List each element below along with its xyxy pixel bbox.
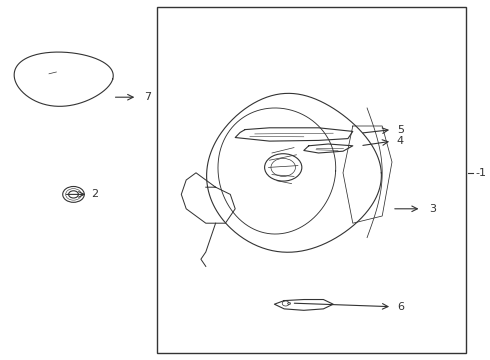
Text: 4: 4 <box>397 136 404 146</box>
Text: 3: 3 <box>429 204 436 214</box>
Text: 7: 7 <box>145 92 152 102</box>
Text: 2: 2 <box>91 189 98 199</box>
Text: -1: -1 <box>475 168 486 178</box>
Text: 6: 6 <box>397 302 404 312</box>
Text: 5: 5 <box>397 125 404 135</box>
Bar <box>157 7 465 353</box>
